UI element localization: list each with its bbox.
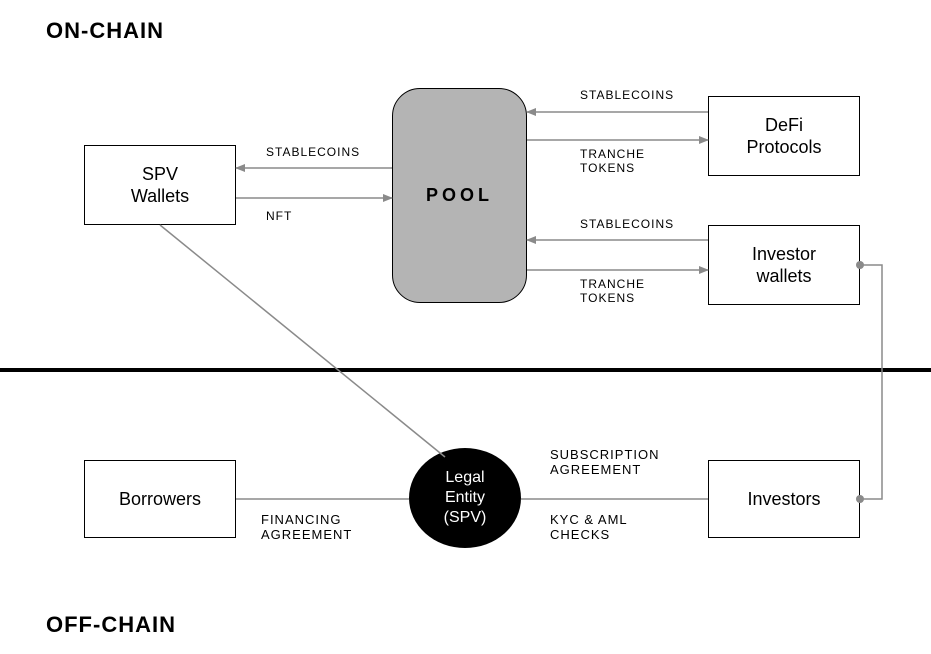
- edge-label-tranche-tokens-defi: TRANCHE TOKENS: [580, 148, 645, 176]
- node-pool: POOL: [392, 88, 527, 303]
- edge-label-subscription-agreement: SUBSCRIPTION AGREEMENT: [550, 448, 660, 478]
- diagram-canvas: ON-CHAIN OFF-CHAIN SPV Wallets POOL DeFi…: [0, 0, 931, 654]
- node-borrowers: Borrowers: [84, 460, 236, 538]
- edge-label-tranche-tokens-investor-wallets: TRANCHE TOKENS: [580, 278, 645, 306]
- node-legal-entity-spv: Legal Entity (SPV): [409, 448, 521, 548]
- edge-label-financing-agreement: FINANCING AGREEMENT: [261, 513, 352, 543]
- edge-label-nft: NFT: [266, 210, 292, 224]
- node-spv-wallets: SPV Wallets: [84, 145, 236, 225]
- section-label-off-chain: OFF-CHAIN: [46, 612, 176, 637]
- node-investors: Investors: [708, 460, 860, 538]
- section-label-on-chain: ON-CHAIN: [46, 18, 164, 43]
- edge-label-stablecoins-spv-pool: STABLECOINS: [266, 146, 360, 160]
- edge-label-kyc-aml-checks: KYC & AML CHECKS: [550, 513, 628, 543]
- edge-label-stablecoins-investor-wallets: STABLECOINS: [580, 218, 674, 232]
- edge-label-stablecoins-defi: STABLECOINS: [580, 89, 674, 103]
- node-investor-wallets: Investor wallets: [708, 225, 860, 305]
- node-defi-protocols: DeFi Protocols: [708, 96, 860, 176]
